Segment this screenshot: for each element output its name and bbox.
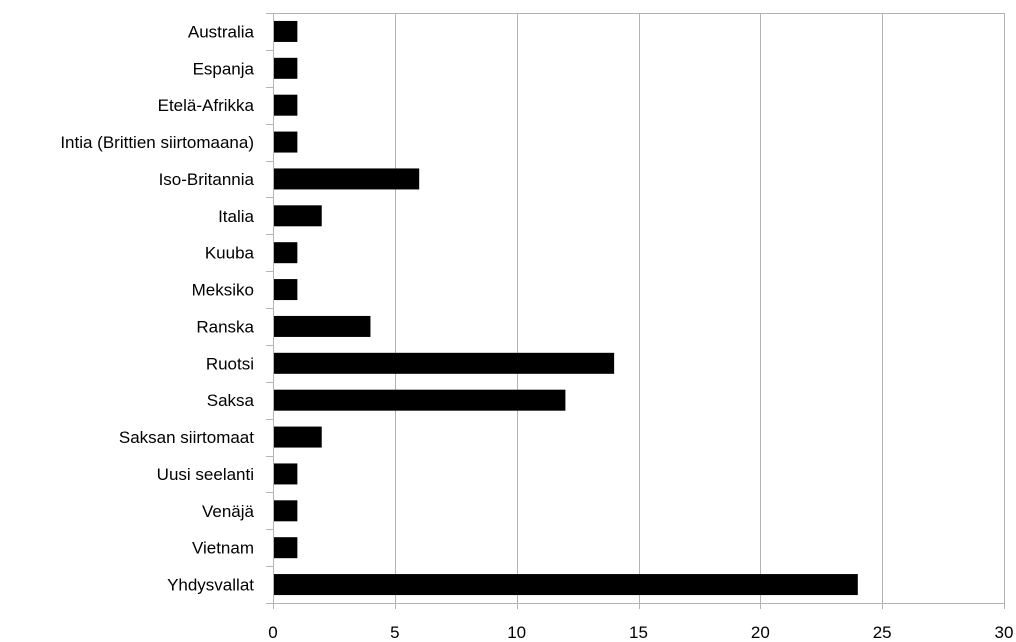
grid-layer xyxy=(273,13,1005,603)
x-tick-label: 10 xyxy=(507,623,526,642)
y-category-label: Intia (Brittien siirtomaana) xyxy=(60,133,254,152)
x-tick-label: 30 xyxy=(995,623,1014,642)
bar-layer xyxy=(273,20,858,596)
y-category-label: Saksa xyxy=(207,391,255,410)
axis-layer xyxy=(266,13,1005,609)
y-category-label: Australia xyxy=(188,22,255,41)
y-category-label: Espanja xyxy=(193,59,255,78)
y-category-label: Ranska xyxy=(196,317,254,336)
x-tick-label: 5 xyxy=(390,623,399,642)
y-category-label: Vietnam xyxy=(192,539,254,558)
x-tick-label: 0 xyxy=(268,623,277,642)
y-category-label: Yhdysvallat xyxy=(167,576,254,595)
bar xyxy=(273,57,298,79)
bar xyxy=(273,500,298,522)
y-category-label: Kuuba xyxy=(205,244,255,263)
bar xyxy=(273,574,858,596)
bar xyxy=(273,94,298,116)
y-category-label: Saksan siirtomaat xyxy=(119,428,254,447)
bar xyxy=(273,315,371,337)
bar xyxy=(273,242,298,264)
bar xyxy=(273,537,298,559)
bar xyxy=(273,131,298,153)
y-category-label: Iso-Britannia xyxy=(159,170,255,189)
bar xyxy=(273,279,298,301)
bar xyxy=(273,426,322,448)
bar xyxy=(273,352,615,374)
bar xyxy=(273,463,298,485)
y-category-label: Uusi seelanti xyxy=(157,465,254,484)
y-category-label: Meksiko xyxy=(192,281,254,300)
y-category-label: Ruotsi xyxy=(206,354,254,373)
x-tick-label: 25 xyxy=(873,623,892,642)
bar xyxy=(273,205,322,227)
y-category-label: Etelä-Afrikka xyxy=(158,96,255,115)
y-category-label: Italia xyxy=(218,207,254,226)
bar xyxy=(273,168,420,190)
label-layer: 0 5 10 15 20 25 30 Australia Espanja Etelä-Afrikk… xyxy=(60,22,1013,642)
x-tick-label: 15 xyxy=(629,623,648,642)
bar xyxy=(273,20,298,42)
bar xyxy=(273,389,566,411)
x-tick-label: 20 xyxy=(751,623,770,642)
y-category-label: Venäjä xyxy=(202,502,255,521)
